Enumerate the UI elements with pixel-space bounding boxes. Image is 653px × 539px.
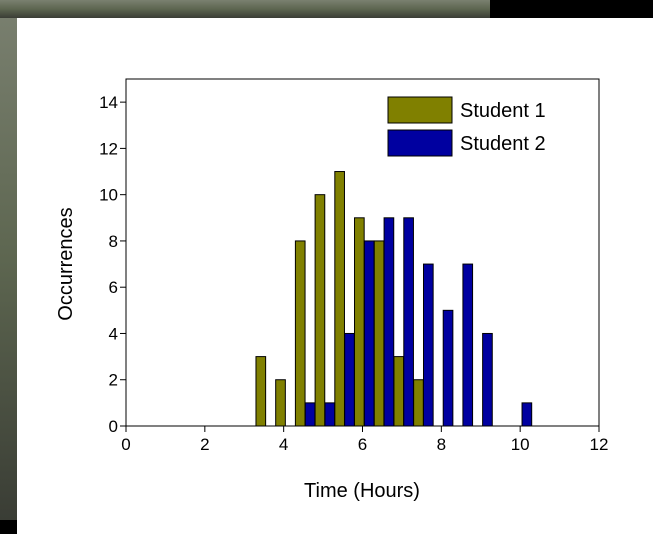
bar (404, 218, 414, 426)
x-axis-label: Time (Hours) (304, 480, 420, 502)
bar (364, 241, 374, 426)
y-tick-label: 6 (109, 278, 118, 297)
y-tick-label: 10 (99, 186, 118, 205)
x-tick-label: 2 (200, 435, 209, 454)
page: {"chart_data": {"type": "bar", "x_label"… (0, 0, 653, 534)
legend-swatch (388, 97, 452, 123)
bar (345, 333, 355, 426)
x-tick-label: 4 (279, 435, 288, 454)
bar (256, 357, 266, 426)
bar (374, 241, 384, 426)
bar (423, 264, 433, 426)
bar (305, 403, 315, 426)
bar (384, 218, 394, 426)
legend-swatch (388, 130, 452, 156)
y-tick-label: 4 (109, 324, 118, 343)
bar (414, 380, 424, 426)
x-tick-label: 10 (511, 435, 530, 454)
bar (355, 218, 365, 426)
y-tick-label: 0 (109, 417, 118, 436)
y-tick-label: 2 (109, 371, 118, 390)
bar (276, 380, 286, 426)
x-tick-label: 12 (590, 435, 609, 454)
y-tick-label: 14 (99, 93, 118, 112)
bar (463, 264, 473, 426)
x-tick-label: 8 (437, 435, 446, 454)
bar (394, 357, 404, 426)
y-tick-label: 8 (109, 232, 118, 251)
bar (483, 333, 493, 426)
x-tick-label: 0 (121, 435, 130, 454)
y-tick-label: 12 (99, 139, 118, 158)
photo-strip (0, 0, 17, 520)
legend-label: Student 1 (460, 100, 546, 122)
bar (443, 310, 453, 426)
bar (325, 403, 335, 426)
bar (295, 241, 305, 426)
legend-label: Student 2 (460, 133, 546, 155)
bar (335, 172, 345, 426)
bar (522, 403, 532, 426)
bar (315, 195, 325, 426)
y-axis-label: Occurrences (55, 207, 77, 320)
chart: Time (Hours) Occurrences 0 2 4 6 8 10 12 14 0 2 4 6… (0, 0, 653, 534)
photo-strip (0, 0, 490, 18)
x-tick-label: 6 (358, 435, 367, 454)
